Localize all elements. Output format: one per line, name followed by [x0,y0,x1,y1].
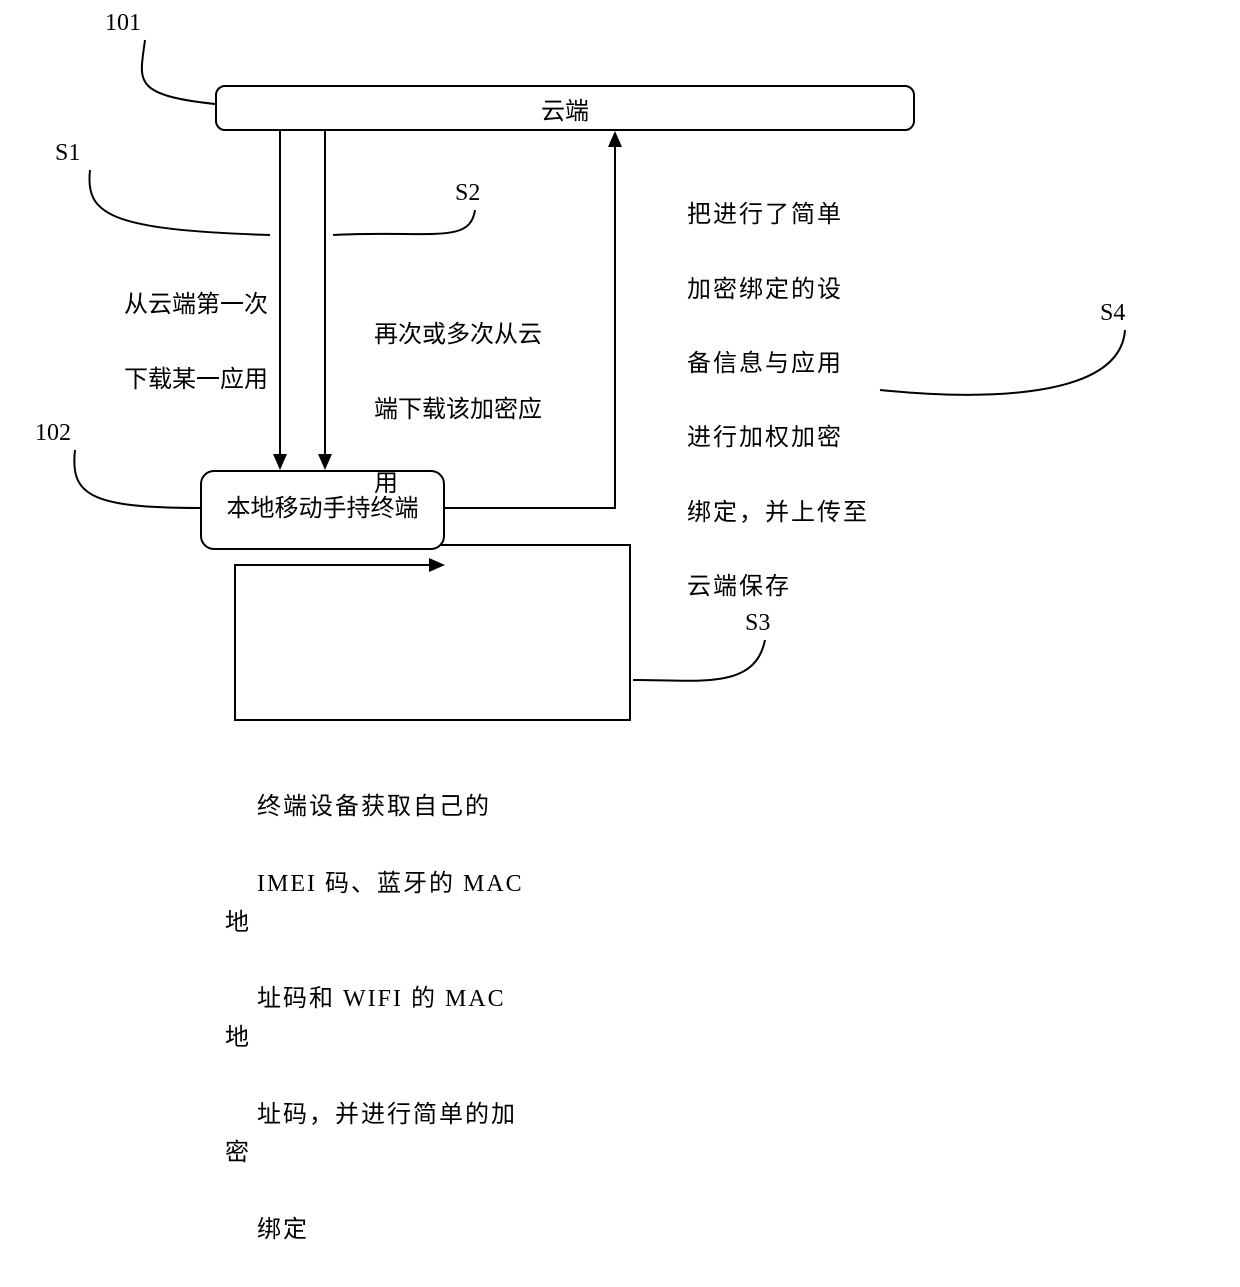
s3-text: 终端设备获取自己的 IMEI 码、蓝牙的 MAC 地 址码和 WIFI 的 MA… [225,750,535,1287]
cloud-label: 云端 [541,91,589,126]
s2-text: 再次或多次从云 端下载该加密应 用 [350,280,570,540]
connector-s4 [880,330,1125,395]
diagram-canvas: 云端 本地移动手持终端 101 102 S1 S2 S3 S4 从云端第一次 下… [0,0,1240,975]
s1-text: 从云端第一次 下载某一应用 [100,250,290,436]
connector-102 [74,450,200,508]
connector-s2 [333,210,475,235]
arrow-s4-head [608,131,622,147]
svg-layer [0,0,1240,975]
arrow-s1-head [273,454,287,470]
cloud-node: 云端 [215,85,915,131]
connector-s1 [89,170,270,235]
ref-102: 102 [35,420,71,447]
s4-text: 把进行了简单 加密绑定的设 备信息与应用 进行加权加密 绑定，并上传至 云端保存 [655,160,875,643]
ref-s2: S2 [455,180,480,207]
ref-101: 101 [105,10,141,37]
ref-s4: S4 [1100,300,1125,327]
connector-s3 [633,640,765,681]
ref-s1: S1 [55,140,80,167]
arrow-s3-head [429,558,445,572]
arrow-s2-head [318,454,332,470]
arrow-s3-line [235,545,630,720]
connector-101 [142,40,215,104]
